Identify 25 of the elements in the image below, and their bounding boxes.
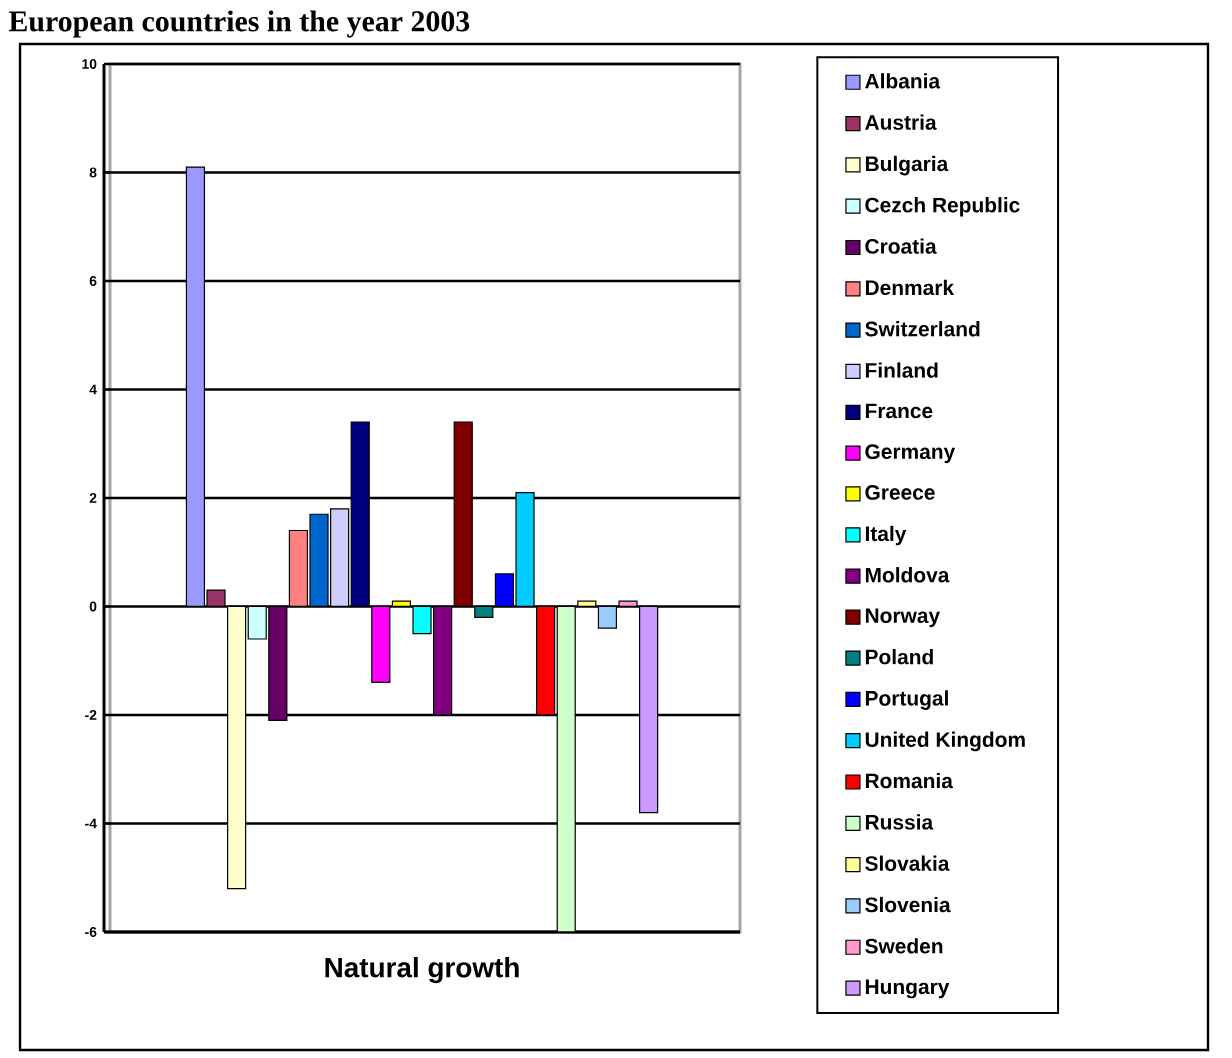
legend-label: Slovakia: [865, 855, 950, 871]
legend-label: Austria: [865, 114, 937, 130]
legend-label: Switzerland: [865, 321, 980, 337]
legend-label: Albania: [865, 73, 941, 89]
legend-label: Greece: [865, 485, 935, 500]
legend-label: Russia: [865, 814, 934, 830]
legend-label: United Kingdom: [865, 731, 1025, 752]
legend-label: France: [865, 403, 933, 419]
legend-label: Portugal: [865, 690, 948, 710]
legend-label: Bulgaria: [865, 155, 949, 176]
chart-title: European countries in the year 2003: [8, 10, 470, 38]
legend-label: Croatia: [865, 238, 937, 254]
legend-label: Germany: [865, 444, 956, 464]
legend-label: Poland: [865, 648, 933, 665]
legend-label: Finland: [865, 362, 938, 378]
legend-label: Italy: [865, 525, 907, 546]
x-tick-label: Natural growth: [325, 957, 519, 984]
legend-label: Slovenia: [865, 896, 951, 913]
legend-label: Moldova: [865, 567, 950, 583]
legend-label: Denmark: [865, 279, 955, 296]
legend-label: Cezch Republic: [865, 197, 1020, 217]
legend-label: Sweden: [865, 938, 943, 954]
legend-label: Romania: [865, 772, 953, 789]
legend-label: Norway: [865, 608, 940, 628]
legend-label: Hungary: [865, 979, 950, 999]
